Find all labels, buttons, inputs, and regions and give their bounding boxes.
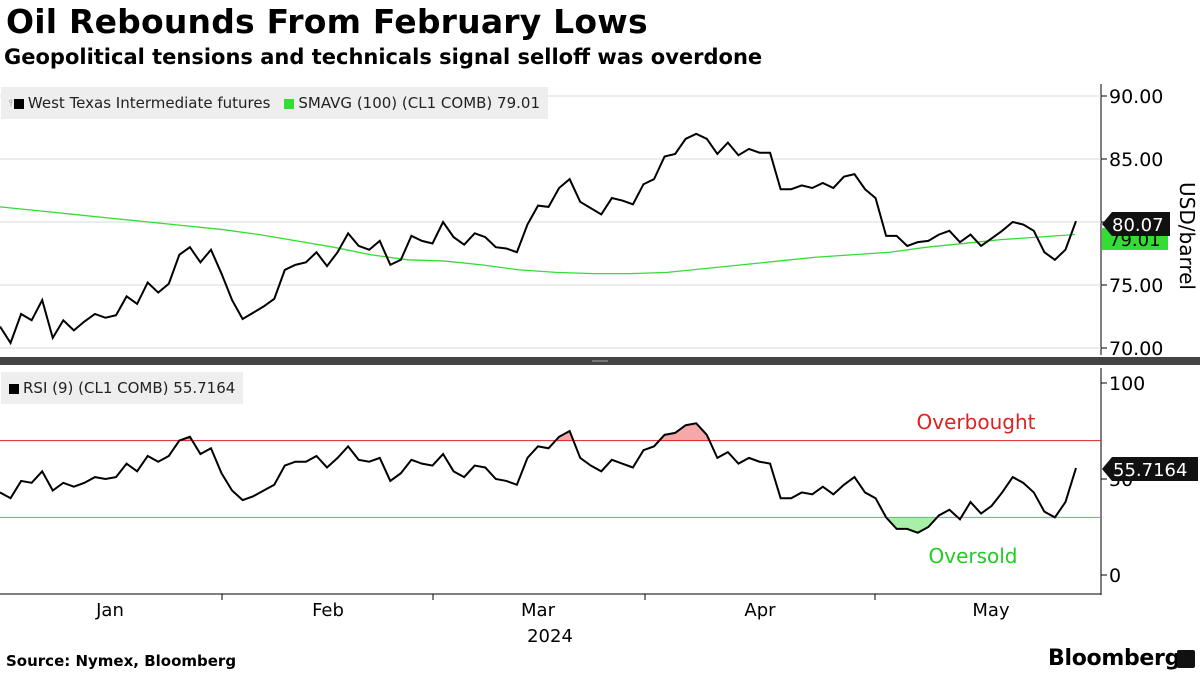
bloomberg-terminal-icon bbox=[1177, 650, 1195, 668]
legend-label-sma: SMAVG (100) (CL1 COMB) 79.01 bbox=[298, 94, 540, 112]
legend-marker-icon: ⫯ bbox=[9, 99, 13, 109]
x-tick-label: May bbox=[972, 600, 1010, 621]
overbought-label: Overbought bbox=[917, 410, 1036, 434]
price-tick-label: 85.00 bbox=[1109, 149, 1163, 171]
price-tick-label: 75.00 bbox=[1109, 275, 1163, 297]
rsi-last-value-badge bbox=[1102, 457, 1198, 481]
rsi-series-line bbox=[0, 422, 1077, 534]
rsi-tick-label: 0 bbox=[1109, 565, 1121, 587]
price-legend: ⫯ West Texas Intermediate futures SMAVG (1… bbox=[1, 87, 548, 119]
legend-swatch-rsi bbox=[9, 384, 19, 394]
x-year-label: 2024 bbox=[527, 626, 573, 647]
x-tick-label: Mar bbox=[521, 600, 556, 621]
overbought-fill bbox=[555, 431, 574, 441]
price-last-value-badge bbox=[1102, 212, 1170, 236]
brand-logo: Bloomberg bbox=[1048, 646, 1181, 671]
legend-label-price: West Texas Intermediate futures bbox=[27, 94, 271, 112]
legend-label-rsi: RSI (9) (CL1 COMB) 55.7164 bbox=[23, 379, 236, 397]
legend-swatch-sma bbox=[284, 99, 295, 109]
oversold-label: Oversold bbox=[928, 544, 1017, 568]
price-last-value-label: 80.07 bbox=[1112, 215, 1164, 236]
x-tick-label: Feb bbox=[312, 600, 344, 621]
source-note: Source: Nymex, Bloomberg bbox=[6, 652, 237, 670]
chart-title: Oil Rebounds From February Lows bbox=[6, 2, 648, 41]
rsi-last-value-label: 55.7164 bbox=[1113, 460, 1187, 481]
price-y-axis-label: USD/barrel bbox=[1175, 182, 1199, 290]
price-tick-label: 90.00 bbox=[1109, 86, 1163, 108]
sma-series-line bbox=[0, 206, 1076, 275]
overbought-fill bbox=[659, 423, 710, 441]
chart-subtitle: Geopolitical tensions and technicals sig… bbox=[4, 45, 763, 69]
rsi-legend: RSI (9) (CL1 COMB) 55.7164 bbox=[1, 372, 244, 404]
x-tick-label: Apr bbox=[744, 600, 776, 621]
legend-swatch-price bbox=[13, 99, 24, 109]
x-tick-label: Jan bbox=[95, 600, 124, 621]
price-tick-label: 70.00 bbox=[1109, 338, 1163, 360]
price-series-line bbox=[0, 132, 1077, 346]
rsi-tick-label: 100 bbox=[1109, 373, 1145, 395]
